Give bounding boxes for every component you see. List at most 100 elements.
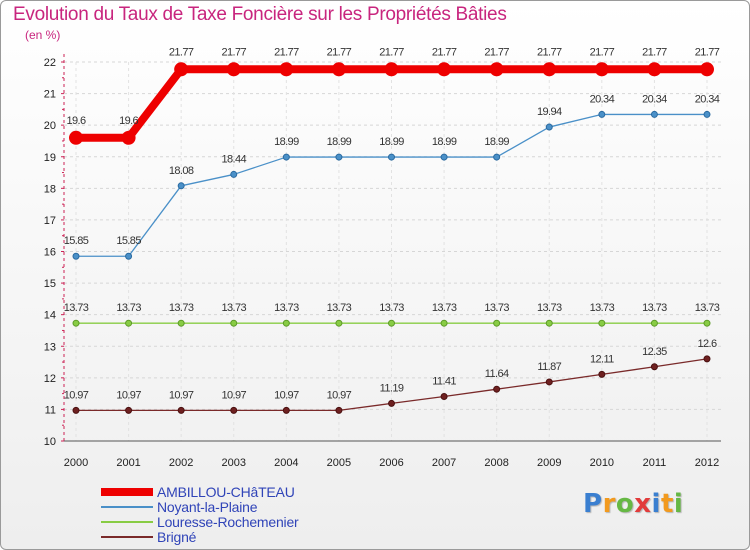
data-label: 18.99 <box>484 136 509 148</box>
y-axis-unit: (en %) <box>25 28 61 42</box>
data-point <box>335 319 343 327</box>
data-point <box>335 153 343 161</box>
data-label: 21.77 <box>642 46 667 58</box>
data-point <box>177 319 185 327</box>
data-label: 10.97 <box>169 389 194 401</box>
chart-title: Evolution du Taux de Taxe Foncière sur l… <box>13 4 507 25</box>
x-tick-label: 2006 <box>379 457 403 469</box>
data-point <box>650 319 658 327</box>
data-point <box>72 319 80 327</box>
data-label: 18.99 <box>379 136 404 148</box>
data-label: 21.77 <box>537 46 562 58</box>
data-point <box>437 62 452 77</box>
data-label: 12.11 <box>590 353 614 365</box>
data-label: 21.77 <box>484 46 509 58</box>
data-label: 21.77 <box>221 46 246 58</box>
data-label: 11.41 <box>432 375 456 387</box>
data-label: 13.73 <box>432 302 457 314</box>
data-label: 18.44 <box>221 153 246 165</box>
y-tick-label: 17 <box>44 215 56 227</box>
y-tick-label: 20 <box>44 120 56 132</box>
data-label: 21.77 <box>327 46 352 58</box>
data-point <box>388 399 395 407</box>
data-point <box>703 110 711 118</box>
data-point <box>226 62 241 77</box>
data-point <box>331 62 346 77</box>
data-point <box>545 123 553 131</box>
data-point <box>384 62 399 77</box>
logo-letter: i <box>651 489 661 519</box>
logo-letter: t <box>660 489 674 519</box>
data-point <box>440 153 448 161</box>
data-point <box>125 252 133 260</box>
data-point <box>177 406 185 414</box>
data-point <box>282 153 290 161</box>
data-label: 11.87 <box>537 361 561 373</box>
data-label: 13.73 <box>695 302 720 314</box>
data-point <box>335 406 343 414</box>
data-point <box>282 406 290 414</box>
data-label: 15.85 <box>116 235 141 247</box>
data-label: 13.73 <box>64 302 89 314</box>
data-point <box>647 62 662 77</box>
data-label: 18.08 <box>169 165 194 177</box>
x-tick-label: 2004 <box>274 457 298 469</box>
data-label: 15.85 <box>64 235 89 247</box>
data-label: 19.6 <box>119 115 138 127</box>
legend-label: Louresse-Rochemenier <box>157 514 299 530</box>
logo-letter: o <box>615 489 635 519</box>
data-point <box>700 62 714 77</box>
data-point <box>282 319 290 327</box>
y-tick-label: 21 <box>44 89 56 101</box>
logo-letter: i <box>673 489 684 519</box>
data-label: 10.97 <box>116 389 141 401</box>
data-label: 20.34 <box>590 93 615 105</box>
y-tick-label: 16 <box>44 247 56 259</box>
data-label: 10.97 <box>64 389 89 401</box>
data-label: 10.97 <box>327 389 352 401</box>
data-point <box>545 378 553 386</box>
y-tick-label: 14 <box>44 310 56 322</box>
data-point <box>598 110 606 118</box>
data-point <box>388 153 395 161</box>
data-point <box>230 406 238 414</box>
legend-swatch <box>101 521 153 523</box>
data-point <box>542 62 557 77</box>
data-label: 21.77 <box>695 46 720 58</box>
data-label: 21.77 <box>169 46 194 58</box>
x-tick-label: 2009 <box>537 457 561 469</box>
data-point <box>594 62 609 77</box>
data-point <box>177 182 185 190</box>
data-label: 21.77 <box>432 46 457 58</box>
proxiti-logo: Proxiti <box>583 489 683 519</box>
x-tick-label: 2003 <box>222 457 246 469</box>
x-tick-label: 2008 <box>484 457 508 469</box>
data-point <box>703 355 711 363</box>
y-tick-label: 18 <box>44 183 56 195</box>
data-label: 18.99 <box>327 136 352 148</box>
data-label: 13.73 <box>274 302 299 314</box>
data-point <box>598 370 606 378</box>
data-point <box>69 130 83 145</box>
data-label: 20.34 <box>642 93 667 105</box>
legend-swatch <box>101 488 153 496</box>
data-label: 18.99 <box>274 136 299 148</box>
data-point <box>545 319 553 327</box>
logo-letter: P <box>583 489 603 519</box>
logo-letter: x <box>634 489 652 519</box>
data-label: 12.6 <box>697 338 716 350</box>
data-label: 21.77 <box>590 46 615 58</box>
data-label: 11.19 <box>380 382 404 394</box>
data-point <box>598 319 606 327</box>
data-label: 13.73 <box>221 302 246 314</box>
data-point <box>121 130 136 145</box>
data-point <box>650 110 658 118</box>
data-point <box>279 62 294 77</box>
legend-swatch <box>101 536 153 538</box>
data-label: 12.35 <box>642 346 667 358</box>
x-tick-label: 2001 <box>116 457 140 469</box>
x-tick-label: 2002 <box>169 457 193 469</box>
data-point <box>125 406 133 414</box>
data-label: 19.94 <box>537 106 562 118</box>
